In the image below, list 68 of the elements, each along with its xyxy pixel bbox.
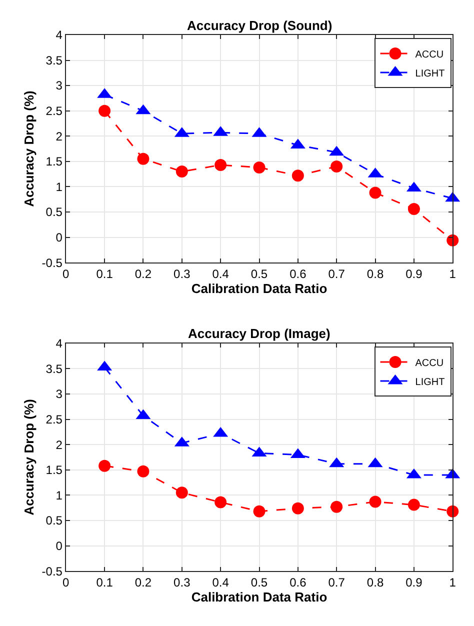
- point: [137, 465, 150, 478]
- chart-title: Accuracy Drop (Image): [188, 326, 330, 341]
- y-tick-label: 0: [56, 538, 63, 553]
- y-tick-label: 4: [56, 336, 63, 351]
- point: [98, 460, 111, 472]
- x-tick-label: 0.1: [96, 575, 114, 590]
- y-tick-label: 3: [56, 387, 63, 402]
- point: [176, 486, 188, 499]
- y-tick-label: 1: [56, 180, 63, 194]
- x-tick-label: 0.4: [212, 575, 230, 590]
- y-tick-label: 2: [56, 129, 63, 144]
- x-tick-label: 0.3: [174, 575, 191, 590]
- y-tick-label: 2.5: [46, 104, 63, 118]
- legend-label: LIGHT: [415, 376, 445, 388]
- point: [408, 202, 420, 215]
- x-tick-label: 0.4: [212, 266, 230, 281]
- point: [176, 166, 188, 178]
- x-axis-title: Calibration Data Ratio: [191, 589, 328, 604]
- x-tick-label: 0.8: [366, 575, 384, 590]
- x-tick-label: 0.9: [406, 575, 423, 590]
- point: [369, 496, 382, 508]
- point: [253, 161, 266, 174]
- x-tick-label: 1: [449, 575, 456, 590]
- point: [253, 505, 266, 518]
- x-tick-label: 0.6: [290, 575, 307, 590]
- y-tick-label: -0.5: [42, 564, 63, 578]
- point: [408, 498, 420, 511]
- y-tick-label: 2: [56, 438, 63, 452]
- point: [292, 170, 304, 182]
- y-axis-title: Accuracy Drop (%): [22, 90, 37, 207]
- x-tick-label: 0.5: [250, 266, 268, 281]
- x-tick-label: 1: [449, 266, 456, 281]
- y-tick-label: 0: [56, 230, 63, 244]
- x-tick-label: 0.6: [290, 266, 307, 281]
- x-tick-label: 0.3: [174, 266, 191, 281]
- chart-title: Accuracy Drop (Sound): [187, 18, 332, 33]
- y-tick-label: 4: [56, 28, 63, 42]
- y-tick-label: 1: [56, 488, 63, 502]
- point: [214, 496, 227, 508]
- y-tick-label: 3.5: [46, 53, 63, 68]
- y-axis-title: Accuracy Drop (%): [22, 399, 37, 516]
- y-tick-label: -0.5: [42, 256, 63, 270]
- point: [137, 152, 150, 165]
- point: [330, 500, 343, 513]
- y-tick-label: 3.5: [46, 362, 63, 376]
- y-tick-label: 1.5: [46, 154, 63, 169]
- x-tick-label: 0.7: [328, 575, 346, 590]
- y-tick-label: 0.5: [46, 514, 63, 528]
- y-tick-label: 0.5: [46, 205, 63, 220]
- legend-label: ACCU: [415, 358, 444, 369]
- point: [214, 158, 227, 171]
- point: [330, 160, 343, 172]
- x-tick-label: 0.2: [134, 266, 152, 281]
- x-tick-label: 0.5: [250, 575, 268, 590]
- point: [292, 502, 304, 514]
- x-axis-title: Calibration Data Ratio: [191, 280, 328, 296]
- x-tick-label: 0.1: [96, 266, 114, 281]
- y-tick-label: 2.5: [46, 412, 63, 427]
- y-tick-label: 1.5: [46, 463, 63, 478]
- x-tick-label: 0.9: [406, 266, 423, 281]
- legend-label: LIGHT: [415, 68, 445, 80]
- x-tick-label: 0.8: [366, 266, 384, 281]
- x-tick-label: 0.7: [328, 266, 346, 281]
- y-tick-label: 3: [56, 78, 63, 93]
- x-tick-label: 0.2: [134, 575, 152, 590]
- legend-label: ACCU: [415, 49, 444, 60]
- point: [369, 186, 382, 199]
- point: [98, 104, 111, 117]
